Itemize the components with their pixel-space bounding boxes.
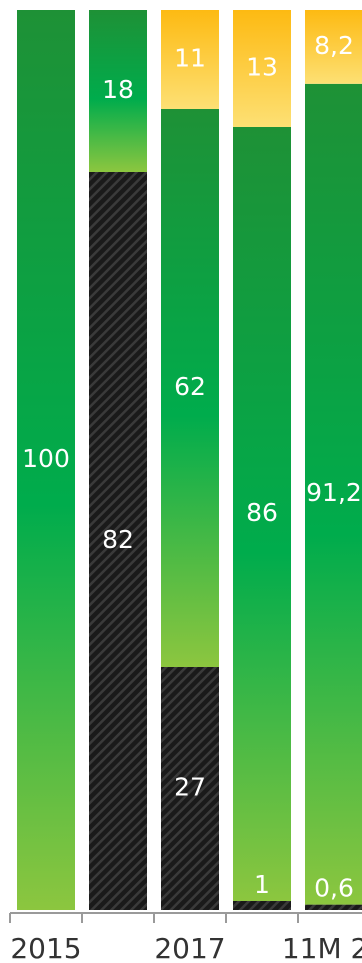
bar-segment-green-gradient-3 bbox=[233, 127, 291, 901]
data-label: 1 bbox=[254, 870, 270, 899]
bars-group bbox=[17, 10, 362, 910]
x-tick-label: 2015 bbox=[10, 932, 81, 963]
data-label: 13 bbox=[246, 53, 278, 82]
bar-segment-dark-hatched-4 bbox=[305, 904, 362, 910]
data-label: 0,6 bbox=[314, 874, 354, 903]
data-label: 27 bbox=[174, 773, 206, 802]
x-tick-label: 11M 20 bbox=[282, 932, 362, 963]
bar-segment-yellow-3 bbox=[233, 10, 291, 127]
x-tick-label: 2017 bbox=[154, 932, 225, 963]
data-label: 82 bbox=[102, 525, 134, 554]
data-label: 11 bbox=[174, 44, 206, 73]
bar-segment-green-gradient-0 bbox=[17, 10, 75, 910]
data-label: 86 bbox=[246, 498, 278, 527]
bar-segment-yellow-4 bbox=[305, 10, 362, 84]
bar-segment-dark-hatched-2 bbox=[161, 667, 219, 910]
data-label: 18 bbox=[102, 75, 134, 104]
x-axis: 2015 2017 11M 20 bbox=[9, 912, 362, 963]
data-label: 91,2 bbox=[306, 478, 362, 507]
bar-segment-green-gradient-4 bbox=[305, 83, 362, 905]
bar-segment-dark-hatched-1 bbox=[89, 172, 147, 910]
data-label: 100 bbox=[22, 444, 70, 473]
bar-segment-green-gradient-2 bbox=[161, 109, 219, 667]
bar-segment-yellow-2 bbox=[161, 10, 219, 109]
bar-segment-green-gradient-1 bbox=[89, 10, 147, 172]
data-label: 8,2 bbox=[314, 31, 354, 60]
data-label: 62 bbox=[174, 372, 206, 401]
bar-segment-dark-hatched-3 bbox=[233, 901, 291, 910]
